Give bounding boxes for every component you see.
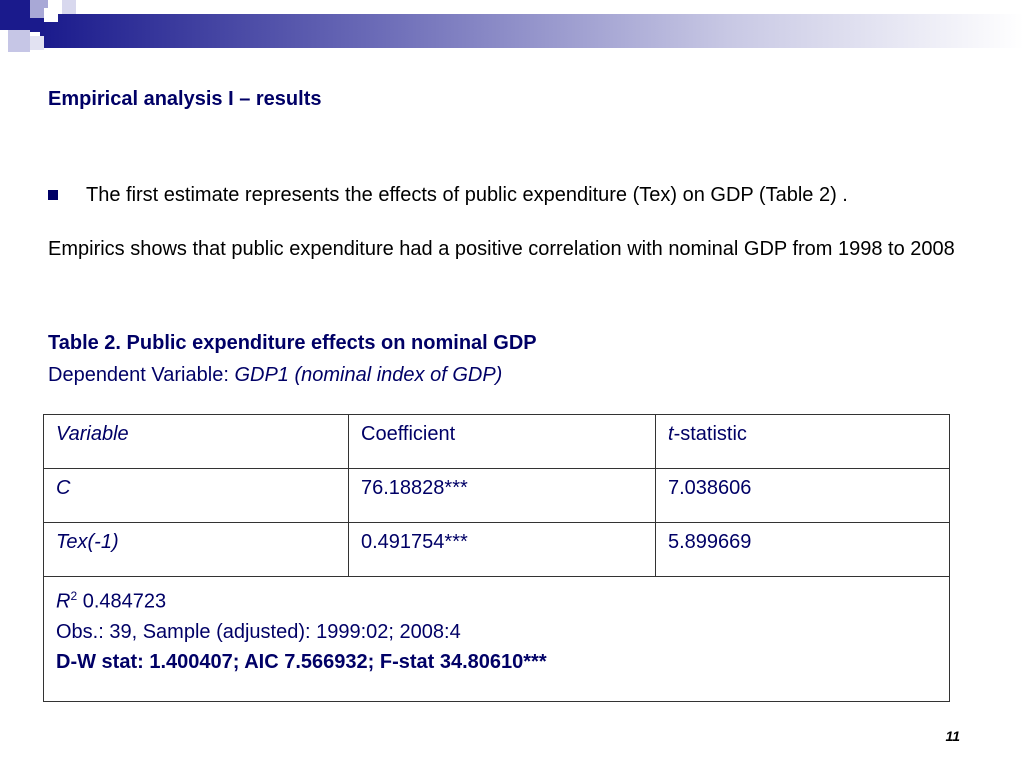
decor-square [30,18,44,32]
page-number: 11 [945,728,960,744]
slide-title: Empirical analysis I – results [48,88,322,110]
decor-square [8,30,30,52]
table-caption: Table 2. Public expenditure effects on n… [48,332,537,354]
corner-squares-logo [0,0,80,56]
decor-square [44,8,58,22]
summary-cell: R2 0.484723 Obs.: 39, Sample (adjusted):… [43,576,950,702]
decor-square [0,0,30,30]
header-variable: Variable [43,414,349,469]
observations-line: Obs.: 39, Sample (adjusted): 1999:02; 20… [56,620,461,643]
bullet-text: The first estimate represents the effect… [86,184,848,206]
body-paragraph: Empirics shows that public expenditure h… [48,238,955,260]
regression-results-table: Variable Coefficient t-statistic C 76.18… [43,414,950,702]
cell-coefficient: 76.18828*** [348,468,656,523]
header-t-prefix: t [668,423,674,445]
r-squared-value: 0.484723 [77,590,167,613]
bullet-item: The first estimate represents the effect… [48,182,968,208]
dependent-variable-value: GDP1 (nominal index of GDP) [234,364,503,386]
table-row: Tex(-1) 0.491754*** 5.899669 [43,522,950,577]
decor-square [30,36,44,50]
cell-coefficient: 0.491754*** [348,522,656,577]
header-t-statistic: t-statistic [655,414,950,469]
test-statistics-line: D-W stat: 1.400407; AIC 7.566932; F-stat… [56,650,547,673]
table-header-row: Variable Coefficient t-statistic [43,414,950,469]
table-summary-row: R2 0.484723 Obs.: 39, Sample (adjusted):… [43,576,950,702]
decor-square [30,0,48,18]
header-coefficient: Coefficient [348,414,656,469]
cell-t-statistic: 7.038606 [655,468,950,523]
r-squared-superscript: 2 [70,589,78,603]
dependent-variable-line: Dependent Variable: GDP1 (nominal index … [48,364,502,387]
header-t-suffix: -statistic [673,423,747,445]
square-bullet-icon [48,190,58,200]
cell-variable: Tex(-1) [43,522,349,577]
r-squared-line: R2 0.484723 [56,581,937,617]
cell-variable: C [43,468,349,523]
dependent-variable-label: Dependent Variable: [48,364,235,386]
decor-square [62,0,76,14]
table-row: C 76.18828*** 7.038606 [43,468,950,523]
cell-t-statistic: 5.899669 [655,522,950,577]
header-decoration-bar [40,14,1024,48]
r-squared-symbol: R [56,590,71,613]
